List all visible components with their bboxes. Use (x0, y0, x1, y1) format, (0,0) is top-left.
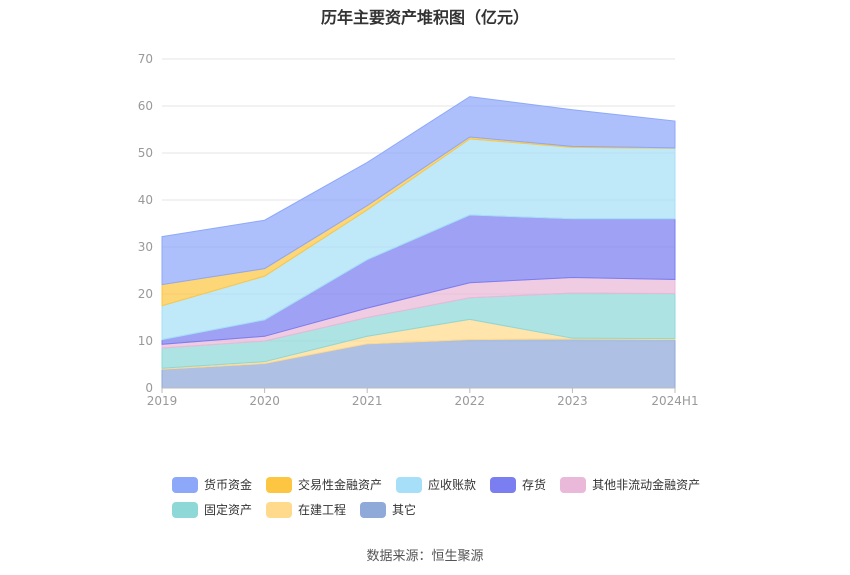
legend-item[interactable]: 其他非流动金融资产 (560, 476, 700, 493)
x-tick-label: 2022 (455, 394, 486, 408)
legend-swatch (360, 501, 387, 518)
x-tick-label: 2019 (147, 394, 178, 408)
legend-swatch (172, 476, 198, 493)
legend-label: 应收账款 (428, 478, 477, 492)
legend-label: 其它 (392, 503, 417, 517)
legend-item[interactable]: 存货 (490, 476, 546, 493)
legend-row: 货币资金 交易性金融资产 应收账款 存货 其他非流动金融资产 (172, 472, 732, 497)
legend-label: 存货 (522, 478, 547, 492)
legend-row: 固定资产 在建工程 其它 (172, 497, 732, 522)
legend-swatch (172, 501, 198, 518)
legend-label: 固定资产 (204, 503, 253, 517)
legend-item[interactable]: 固定资产 (172, 501, 252, 518)
y-tick-label: 30 (138, 240, 153, 254)
y-tick-label: 40 (138, 193, 153, 207)
legend-swatch (266, 501, 293, 518)
legend-label: 其他非流动金融资产 (592, 478, 701, 492)
axes: 0 10 20 30 40 50 60 70 2019 2020 2021 2022 2023 2024H… (138, 52, 699, 408)
x-tick-label: 2020 (249, 394, 280, 408)
y-tick-label: 0 (145, 381, 153, 395)
chart-title: 历年主要资产堆积图（亿元） (320, 8, 529, 27)
legend: 货币资金 交易性金融资产 应收账款 存货 其他非流动金融资产 固定资产 在建工程 其它 (172, 472, 732, 522)
legend-swatch (560, 476, 587, 493)
area-series (161, 96, 676, 389)
legend-label: 交易性金融资产 (298, 478, 383, 492)
y-tick-label: 10 (138, 334, 153, 348)
legend-swatch (266, 476, 293, 493)
legend-item[interactable]: 其它 (360, 501, 416, 518)
y-tick-label: 60 (138, 99, 153, 113)
x-tick-label: 2024H1 (651, 394, 698, 408)
legend-swatch (490, 476, 517, 493)
legend-label: 在建工程 (298, 503, 347, 517)
legend-item[interactable]: 交易性金融资产 (266, 476, 382, 493)
legend-swatch (396, 476, 423, 493)
x-tick-label: 2023 (557, 394, 588, 408)
data-source-note: 数据来源：恒生聚源 (366, 549, 484, 564)
legend-item[interactable]: 货币资金 (172, 476, 252, 493)
y-tick-label: 50 (138, 146, 153, 160)
y-tick-label: 70 (138, 52, 153, 66)
y-tick-label: 20 (138, 287, 153, 301)
legend-label: 货币资金 (204, 478, 253, 492)
legend-item[interactable]: 应收账款 (396, 476, 476, 493)
x-tick-label: 2021 (352, 394, 383, 408)
area-series-7 (161, 96, 676, 286)
legend-item[interactable]: 在建工程 (266, 501, 346, 518)
